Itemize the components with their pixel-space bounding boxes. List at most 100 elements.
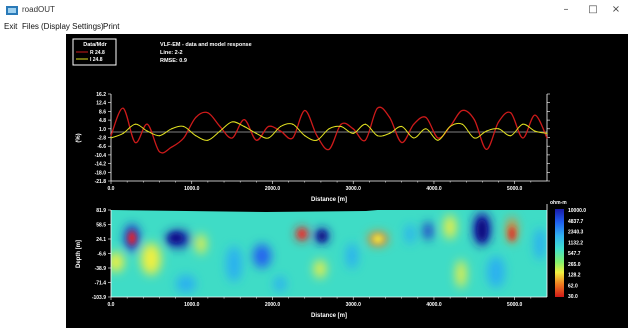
data-point-i (473, 137, 475, 139)
data-point-i (316, 139, 318, 141)
top-ytick-label: -18.0 (95, 170, 107, 176)
top-ytick-label: 8.6 (99, 109, 106, 115)
legend: Data/Mdr R 24.8 I 24.8 (72, 38, 117, 66)
data-point-i (195, 135, 197, 137)
title-bar: roadOUT – □ × (0, 0, 628, 20)
close-button[interactable]: × (611, 4, 621, 15)
top-ytick-label: 16.2 (96, 92, 106, 98)
colorbar: ohm-m 10000.0 4837.7 2340.3 1132.2 547.7 265.… (550, 200, 586, 300)
data-point-i (146, 130, 148, 132)
data-point-r (497, 121, 500, 123)
data-point-i (352, 132, 354, 134)
data-point-i (461, 123, 463, 125)
top-ytick-label: -10.4 (95, 153, 107, 159)
data-point-r (170, 146, 173, 148)
colorbar-label: 2340.3 (568, 230, 584, 236)
data-point-i (207, 139, 209, 141)
bottom-xtick-label: 2000.0 (265, 302, 281, 308)
data-point-r (110, 135, 112, 137)
data-point-r (304, 109, 306, 112)
data-point-r (376, 107, 379, 109)
data-point-r (122, 107, 124, 109)
legend-entry-i: I 24.8 (90, 57, 103, 63)
data-point-i (231, 121, 233, 123)
top-ytick-label: 4.8 (99, 118, 106, 124)
data-point-r (388, 116, 391, 118)
data-point-i (425, 128, 427, 130)
colorbar-label: 128.2 (568, 273, 581, 279)
data-point-i (292, 123, 294, 125)
bottom-ytick-label: 81.9 (96, 208, 106, 214)
data-point-i (510, 135, 512, 137)
colorbar-label: 265.0 (568, 262, 581, 268)
colorbar-label: 547.7 (568, 251, 581, 257)
data-point-i (522, 123, 524, 125)
top-xtick-label: 0.0 (108, 186, 115, 192)
colorbar-label: 4837.7 (568, 219, 584, 225)
maximize-button[interactable]: □ (588, 4, 598, 15)
menu-print[interactable]: Print (103, 22, 120, 31)
bottom-xtick-label: 3000.0 (346, 302, 362, 308)
top-xtick-label: 4000.0 (426, 186, 442, 192)
data-point-i (134, 123, 136, 125)
data-point-i (364, 123, 366, 125)
plot-header-line: Line: 2-2 (160, 50, 183, 56)
bottom-ytick-label: -103.9 (92, 295, 106, 301)
bottom-xtick-label: 4000.0 (426, 302, 442, 308)
resistivity-section (110, 202, 548, 298)
data-point-r (485, 148, 488, 151)
data-point-i (170, 128, 173, 130)
bottom-xtick-label: 1000.0 (184, 302, 200, 308)
app-icon (6, 6, 18, 15)
data-point-r (328, 148, 330, 151)
data-point-r (461, 109, 463, 112)
data-point-r (243, 119, 245, 121)
left-margin (0, 34, 66, 328)
series-line-r (110, 106, 548, 154)
window-title: roadOUT (22, 5, 55, 14)
bottom-xtick-label: 5000.0 (507, 302, 523, 308)
top-chart-axes (110, 94, 548, 182)
data-point-i (304, 135, 306, 137)
data-point-i (376, 135, 379, 137)
data-point-i (158, 135, 161, 137)
data-point-i (534, 130, 536, 132)
data-point-r (340, 123, 342, 125)
top-ytick-label: -14.2 (95, 162, 107, 168)
top-ytick-label: -21.8 (95, 179, 107, 185)
menu-exit[interactable]: Exit (4, 22, 18, 31)
menu-files[interactable]: Files (22, 22, 39, 31)
bottom-ytick-label: -38.9 (95, 266, 107, 272)
colorbar-label: 10000.0 (568, 208, 586, 214)
data-point-i (485, 130, 488, 132)
menu-display-settings[interactable]: (Display Settings) (41, 22, 104, 31)
data-point-i (219, 130, 221, 132)
data-point-i (183, 125, 185, 128)
data-point-i (449, 125, 451, 128)
top-ytick-label: 1.0 (99, 127, 106, 133)
legend-title: Data/Mdr (83, 42, 107, 48)
data-point-r (473, 119, 475, 121)
data-point-r (413, 123, 415, 125)
top-xtick-label: 2000.0 (265, 186, 281, 192)
data-point-i (401, 125, 403, 128)
data-point-r (401, 141, 403, 144)
data-point-r (546, 137, 548, 139)
data-point-r (510, 112, 512, 114)
bottom-ytick-label: -71.4 (95, 281, 107, 287)
data-point-r (352, 128, 354, 130)
top-ytick-label: 12.4 (96, 101, 106, 107)
minimize-button[interactable]: – (563, 4, 569, 15)
data-point-i (413, 137, 415, 139)
bottom-ytick-label: -6.6 (97, 252, 106, 258)
data-point-i (437, 139, 439, 141)
bottom-ytick-label: 58.5 (96, 223, 106, 229)
legend-entry-r: R 24.8 (90, 50, 105, 56)
data-point-i (328, 128, 330, 130)
data-point-r (534, 114, 536, 116)
series-line-i (110, 121, 548, 141)
menu-bar: Exit Files (Display Settings) Print (0, 20, 628, 34)
data-point-r (267, 125, 270, 128)
top-ytick-label: -6.6 (97, 144, 106, 150)
top-xlabel: Distance [m] (311, 197, 347, 203)
